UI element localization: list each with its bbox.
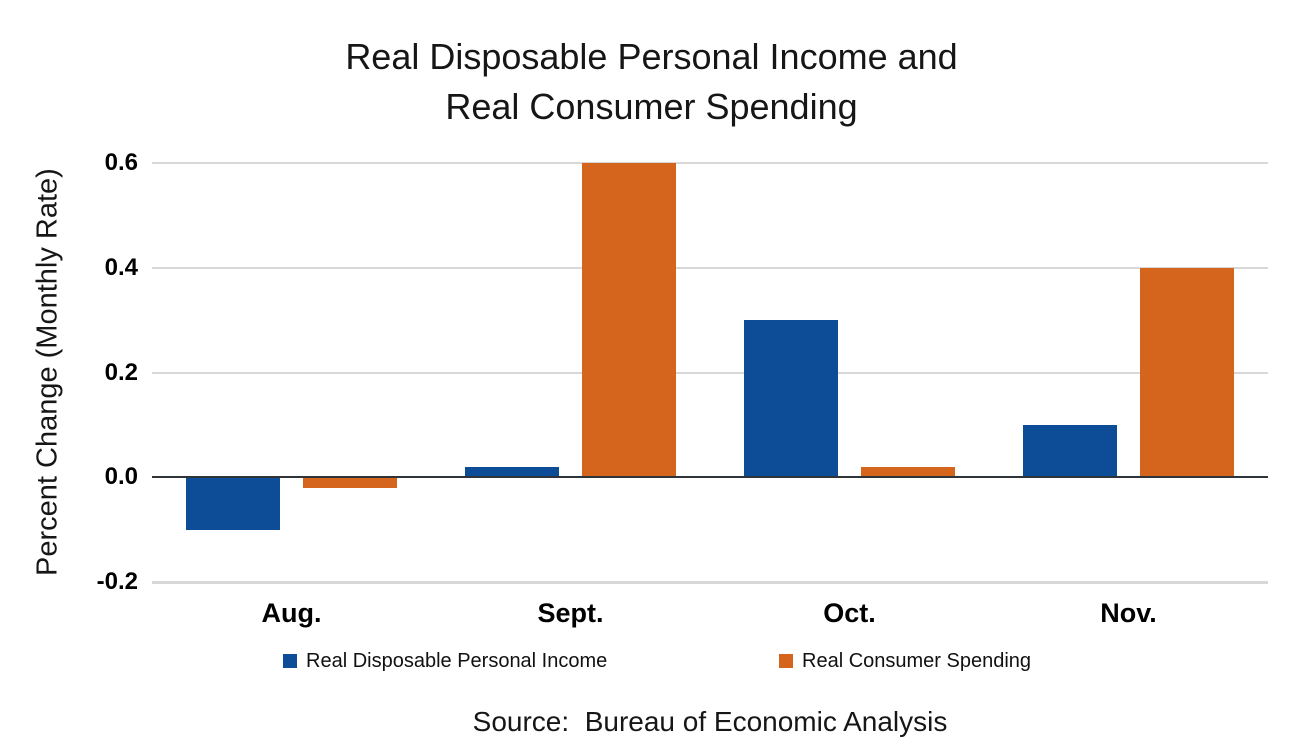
chart-title-line2: Real Consumer Spending (445, 86, 858, 127)
x-tick-label: Aug. (261, 598, 322, 628)
gridline (152, 580, 1268, 584)
y-tick-label: 0.4 (104, 253, 138, 281)
legend-item: Real Disposable Personal Income (283, 649, 607, 673)
chart-title-line1: Real Disposable Personal Income and (345, 36, 958, 77)
legend-label: Real Disposable Personal Income (306, 649, 608, 672)
zero-line (152, 476, 1268, 479)
legend-label: Real Consumer Spending (802, 649, 1032, 672)
legend-swatch-icon (779, 654, 793, 668)
bar (1140, 267, 1234, 478)
legend-swatch-icon (283, 654, 297, 668)
y-tick-label: -0.2 (96, 568, 138, 595)
bar (1023, 424, 1117, 478)
gridline (152, 162, 1268, 164)
y-tick-label: 0.2 (104, 358, 138, 386)
y-tick-label: 0.0 (104, 463, 138, 491)
bar (465, 466, 559, 478)
x-tick-label: Sept. (537, 598, 604, 628)
source-note: Source: Bureau of Economic Analysis (472, 706, 948, 737)
chart-title: Real Disposable Personal Income and Real… (0, 32, 1303, 132)
bar (186, 478, 280, 530)
x-tick-label: Oct. (823, 598, 876, 628)
x-tick-label: Nov. (1100, 598, 1157, 628)
bar (861, 466, 955, 478)
y-tick-label: 0.6 (104, 149, 138, 176)
gridline (152, 266, 1268, 269)
legend-item: Real Consumer Spending (779, 649, 1031, 673)
bar (582, 163, 676, 478)
gridline (152, 371, 1268, 374)
bar (303, 478, 397, 488)
bar (744, 320, 838, 478)
